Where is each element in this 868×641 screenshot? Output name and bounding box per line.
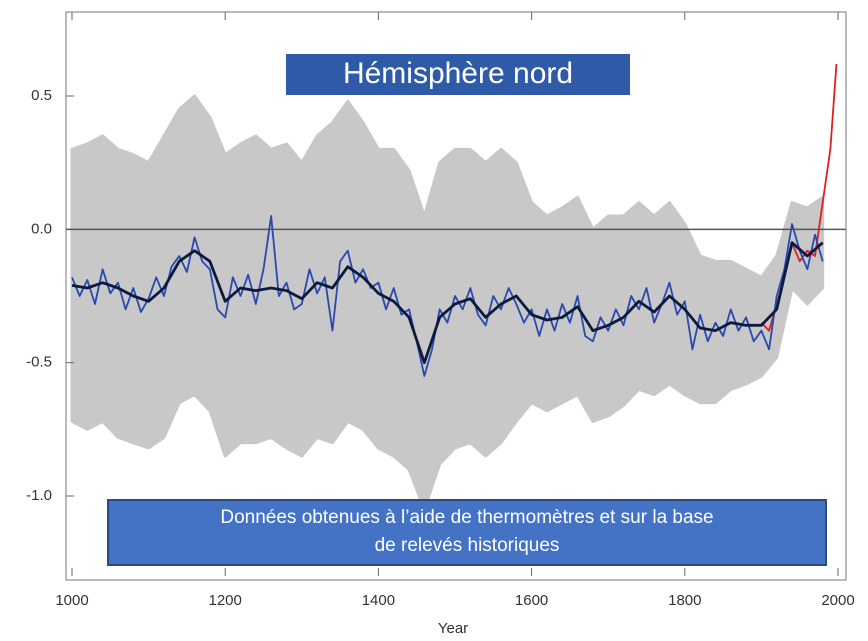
uncertainty-band — [70, 94, 825, 511]
x-tick-label: 1800 — [668, 592, 701, 609]
y-tick-label: 0.5 — [31, 87, 52, 104]
y-tick-label: 0.0 — [31, 220, 52, 237]
annotation-text: Données obtenues à l’aide de thermomètre… — [220, 507, 713, 528]
series-line — [71, 241, 824, 365]
x-axis-label: Year — [438, 620, 468, 637]
x-tick-label: 2000 — [821, 592, 854, 609]
y-tick-label: -0.5 — [26, 354, 52, 371]
plot-frame — [65, 11, 847, 581]
x-tick-label: 1400 — [362, 592, 395, 609]
x-tick-label: 1200 — [209, 592, 242, 609]
chart-title: Hémisphère nord — [343, 57, 573, 90]
y-tick-label: -1.0 — [26, 487, 52, 504]
annotation-text: de relevés historiques — [375, 535, 560, 556]
x-tick-label: 1600 — [515, 592, 548, 609]
x-tick-label: 1000 — [55, 592, 88, 609]
title-box — [286, 54, 630, 95]
annotation-box — [107, 499, 827, 566]
